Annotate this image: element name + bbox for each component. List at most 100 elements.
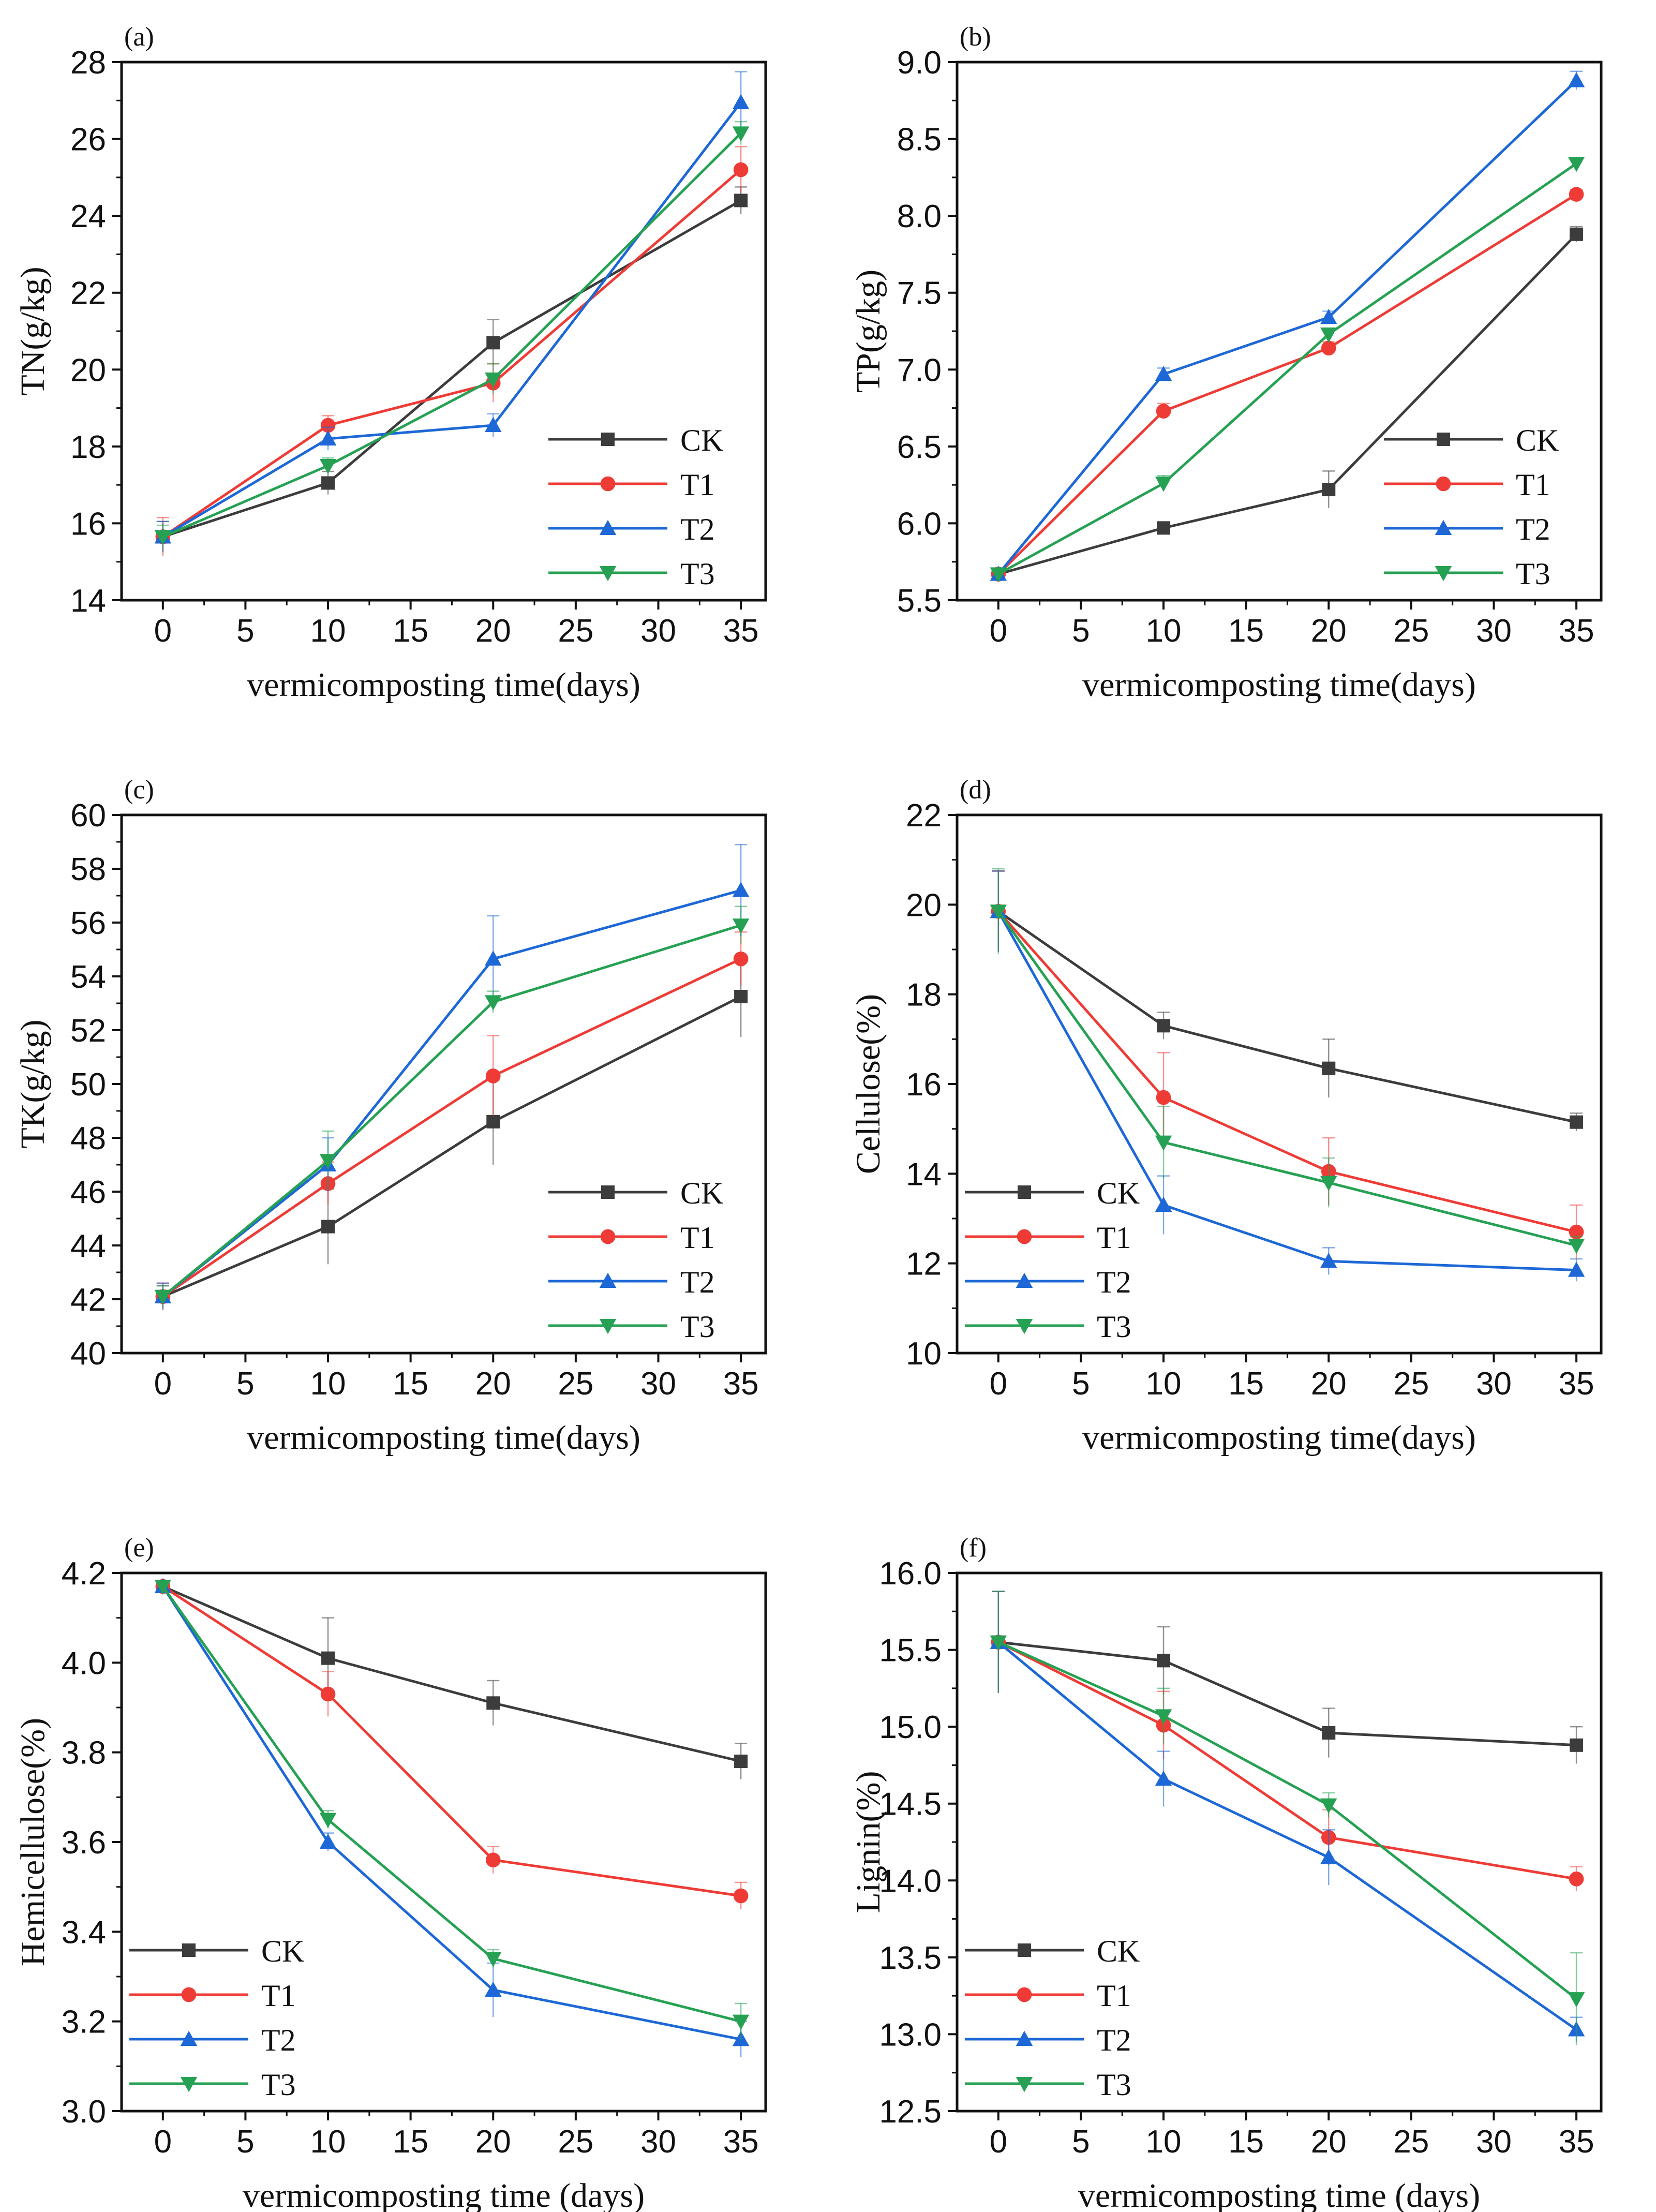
- x-tick-label: 20: [1311, 1366, 1347, 1402]
- chart-panel-b: 0 5 10 15 20 25 30 35 5.5 6.0 6.5 7.0 7.5 8.0 8.5 9.0 (b…: [849, 22, 1603, 704]
- chart-panel-e: 0 5 10 15 20 25 30 35 3.0 3.2 3.4 3.6 3.8 4.0 4.2 (e) ve…: [14, 1533, 767, 2212]
- data-point: [319, 430, 337, 446]
- x-axis-title: vermicomposting time (days): [243, 2177, 645, 2212]
- data-point: [1568, 1992, 1585, 2008]
- series-T1: [155, 1579, 749, 1909]
- x-tick-label: 30: [1476, 1366, 1512, 1402]
- legend-marker: [599, 1319, 617, 1334]
- y-tick-label: 56: [70, 905, 106, 941]
- y-tick-label: 7.0: [897, 352, 942, 388]
- x-tick-label: 5: [1072, 2124, 1090, 2160]
- legend-marker: [1435, 566, 1452, 582]
- legend-label: T1: [1097, 1221, 1131, 1255]
- y-tick-label: 20: [906, 887, 942, 923]
- data-point: [320, 418, 336, 433]
- legend-label: T1: [680, 468, 715, 502]
- legend-label: CK: [680, 1176, 723, 1210]
- x-tick-label: 10: [310, 1366, 346, 1402]
- legend-label: CK: [1516, 423, 1559, 457]
- data-point: [319, 1154, 337, 1169]
- chart-panel-a: 0 5 10 15 20 25 30 35 14 16 18 20 22 24 26 28 (a) vermico…: [14, 22, 767, 704]
- series-line: [162, 889, 741, 1298]
- series-T1: [991, 187, 1584, 582]
- chart-panel-c: 0 5 10 15 20 25 30 35 40 42 44 46 48 50 52 54 56 58 60 (c) v…: [14, 775, 767, 1457]
- series-T1: [155, 931, 749, 1310]
- series-line: [997, 193, 1577, 575]
- series-line: [997, 162, 1577, 575]
- series-line: [998, 1641, 1577, 1747]
- series-line: [997, 1641, 1577, 2000]
- x-tick-label: 10: [1146, 1366, 1182, 1402]
- y-tick-label: 16: [906, 1067, 942, 1103]
- legend-marker: [599, 519, 617, 535]
- legend-label: T1: [1097, 1979, 1131, 2013]
- legend-label: T3: [1097, 2068, 1131, 2102]
- legend-label: T2: [680, 512, 715, 546]
- series-T2: [154, 71, 750, 553]
- x-tick-label: 5: [1072, 1366, 1090, 1402]
- legend-marker: [600, 476, 616, 492]
- series-line: [162, 995, 742, 1298]
- plot-frame: [956, 813, 1603, 1355]
- legend-marker: [1016, 1272, 1033, 1288]
- panel-label: (a): [124, 22, 154, 52]
- series-line: [997, 1641, 1577, 1880]
- legend-label: T2: [1097, 1265, 1131, 1299]
- legend-marker: [1437, 433, 1450, 446]
- data-point: [1320, 1253, 1337, 1268]
- data-point: [1322, 1726, 1336, 1740]
- series-line: [162, 132, 742, 538]
- data-point: [485, 1952, 502, 1967]
- data-point: [990, 567, 1007, 583]
- x-tick-label: 20: [475, 1366, 511, 1402]
- series-line: [162, 101, 742, 538]
- y-tick-label: 13.0: [879, 2017, 942, 2053]
- legend-label: T2: [1516, 512, 1550, 546]
- x-axis-title: vermicomposting time(days): [1082, 1419, 1476, 1457]
- data-point: [734, 194, 748, 207]
- y-axis-title: TP(g/kg): [849, 270, 887, 393]
- series-line: [162, 924, 741, 1298]
- legend-marker: [180, 2077, 198, 2092]
- data-point: [1569, 1872, 1584, 1887]
- series-line: [162, 1585, 741, 1897]
- data-point: [1156, 1090, 1171, 1105]
- data-point: [1322, 1061, 1336, 1075]
- data-point: [732, 882, 750, 897]
- y-tick-label: 4.2: [62, 1556, 106, 1592]
- series-CK: [991, 870, 1584, 1131]
- data-point: [1320, 1849, 1337, 1864]
- x-tick-label: 0: [154, 613, 172, 649]
- y-tick-label: 5.5: [897, 583, 942, 619]
- data-point: [733, 162, 749, 177]
- legend-label: T3: [1097, 1310, 1131, 1344]
- x-tick-label: 15: [1228, 1366, 1264, 1402]
- y-tick-label: 16.0: [879, 1556, 942, 1592]
- plot-frame: [956, 1571, 1603, 2113]
- data-point: [1320, 309, 1337, 324]
- legend-marker: [599, 566, 617, 582]
- legend-label: T3: [680, 557, 715, 591]
- x-tick-label: 30: [1476, 2124, 1512, 2160]
- legend-label: T1: [261, 1979, 296, 2013]
- series-line: [998, 233, 1577, 575]
- y-tick-label: 44: [70, 1228, 106, 1264]
- x-tick-label: 35: [1559, 2124, 1594, 2160]
- data-point: [485, 1852, 501, 1867]
- x-axis-title: vermicomposting time (days): [1078, 2177, 1480, 2212]
- data-point: [1570, 1738, 1584, 1752]
- y-tick-label: 18: [906, 977, 942, 1013]
- y-tick-label: 3.0: [62, 2094, 106, 2130]
- x-tick-label: 35: [1559, 1366, 1594, 1402]
- y-axis-title: Cellulose(%): [849, 994, 887, 1174]
- legend-label: CK: [1097, 1934, 1140, 1968]
- series-line: [997, 911, 1577, 1272]
- panel-label: (f): [960, 1533, 987, 1563]
- y-tick-label: 52: [70, 1013, 106, 1049]
- y-tick-label: 15.5: [879, 1633, 942, 1669]
- data-point: [1321, 340, 1336, 355]
- series-line: [997, 79, 1577, 575]
- legend-marker: [601, 433, 615, 446]
- data-point: [733, 951, 749, 967]
- data-point: [1155, 1135, 1172, 1151]
